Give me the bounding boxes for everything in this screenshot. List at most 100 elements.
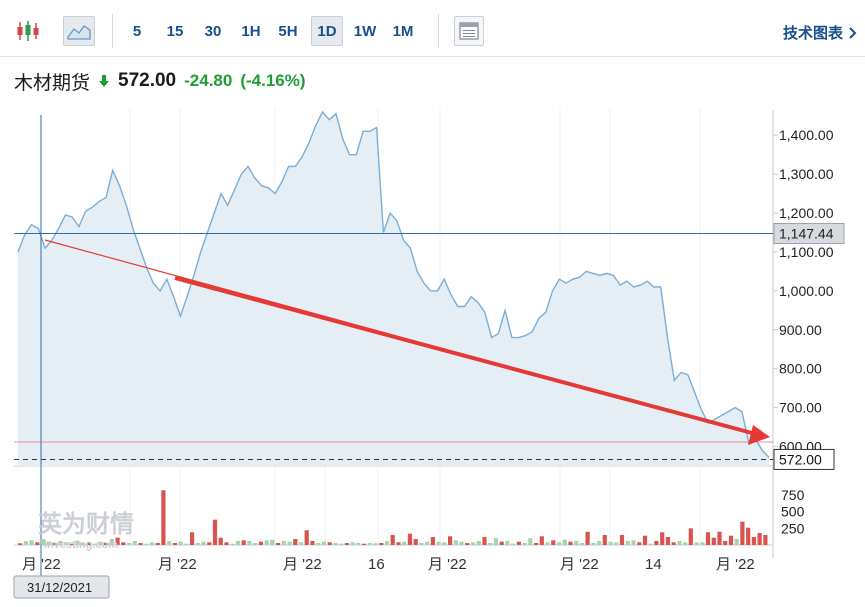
volume-bar [757,533,762,545]
volume-bar [69,543,74,545]
volume-bar [241,540,246,545]
volume-bar [230,543,235,545]
volume-bar [631,540,636,545]
volume-bar [448,536,453,545]
volume-bar [287,541,292,545]
volume-bar [333,543,338,545]
last-price: 572.00 [118,70,177,91]
price-change-percent: (-4.16%) [240,71,306,90]
volume-bar [591,543,596,545]
volume-bar [499,541,504,545]
volume-bar [167,541,172,545]
volume-bar [367,543,372,545]
volume-bar [81,543,86,545]
volume-bar [92,543,97,545]
volume-bar [717,531,722,545]
volume-bar [614,542,619,545]
trend-arrow-shaft [174,276,753,435]
volume-bar [149,542,155,545]
volume-bar [109,539,114,545]
price-chart-svg[interactable]: 1,400.00 1,300.00 1,200.00 1,100.00 1,000.00… [0,100,865,607]
interval-button-30[interactable]: 30 [204,22,222,40]
candlestick-icon [17,21,39,41]
x-tick-label: 月 '22 [428,556,467,573]
volume-bar [522,543,527,545]
area-chart-button[interactable] [63,16,95,46]
volume-bar [207,542,212,545]
volume-bar [178,541,183,545]
volume-bar [459,541,464,545]
volume-bar [562,539,567,545]
volume-bar [63,542,69,545]
volume-bar [195,543,200,545]
volume-bar [746,527,751,545]
volume-bar [184,543,189,545]
volume-bar [144,543,149,545]
volume-bar [58,541,63,545]
price-chart[interactable]: 1,400.00 1,300.00 1,200.00 1,100.00 1,000.00… [0,100,865,607]
volume-bar [161,490,166,545]
volume-bar [40,539,46,545]
volume-bar [321,541,326,545]
volume-bar [677,541,682,545]
interval-button-1d[interactable]: 1D [311,16,343,46]
interval-button-15[interactable]: 15 [166,22,184,40]
volume-bar [270,539,275,545]
volume-bar [534,543,539,545]
volume-bar [121,542,126,545]
volume-bar [258,541,263,545]
volume-bar [46,541,51,545]
interval-button-5h[interactable]: 5H [278,22,298,40]
volume-bar [728,535,734,545]
volume-bar [350,542,355,545]
volume-bar [235,541,240,545]
volume-bar [430,537,435,545]
technical-chart-link[interactable]: 技术图表 [783,22,857,43]
volume-bar [442,542,447,545]
volume-bar [597,541,602,545]
volume-bar [654,541,659,545]
y-tick-label: 1,100.00 [779,244,834,260]
volume-bar [390,535,395,545]
x-tick-label: 14 [645,556,662,573]
volume-bar [482,537,487,545]
table-view-button[interactable] [454,16,484,46]
candlestick-chart-button[interactable] [12,16,44,46]
arrow-down-icon [99,75,110,87]
volume-tick-label: 500 [781,504,805,520]
volume-bar [402,541,407,545]
volume-bar [688,528,693,545]
volume-bar [619,535,625,545]
volume-bar [528,538,533,545]
x-tick-label: 月 '22 [158,556,197,573]
volume-bar [734,539,739,545]
volume-bar [23,541,28,545]
volume-bar [579,543,584,545]
toolbar-divider [112,14,113,48]
watermark-text: 英为财情 [38,511,134,538]
volume-bar [396,542,401,545]
watermark-subtext: Investing.com [44,539,118,551]
interval-button-1m[interactable]: 1M [392,22,414,40]
area-chart-icon [67,25,91,40]
date-badge [13,575,110,599]
interval-button-1w[interactable]: 1W [353,22,377,40]
interval-button-5[interactable]: 5 [132,22,142,40]
volume-bar [488,543,493,545]
volume-bar [637,542,642,545]
volume-bar [293,539,298,545]
volume-bar [138,543,143,545]
volume-bar [539,536,544,545]
volume-bar [35,542,40,545]
volume-bar [218,537,223,545]
volume-bar [298,542,304,545]
volume-bar [585,531,590,545]
volume-bar [436,541,441,545]
volume-bar [751,537,756,545]
volume-bar [132,541,137,545]
x-tick-label: 月 '22 [22,556,61,573]
volume-bar [705,532,711,545]
interval-button-1h[interactable]: 1H [241,22,261,40]
volume-bar [625,541,630,545]
volume-bar [556,542,562,545]
